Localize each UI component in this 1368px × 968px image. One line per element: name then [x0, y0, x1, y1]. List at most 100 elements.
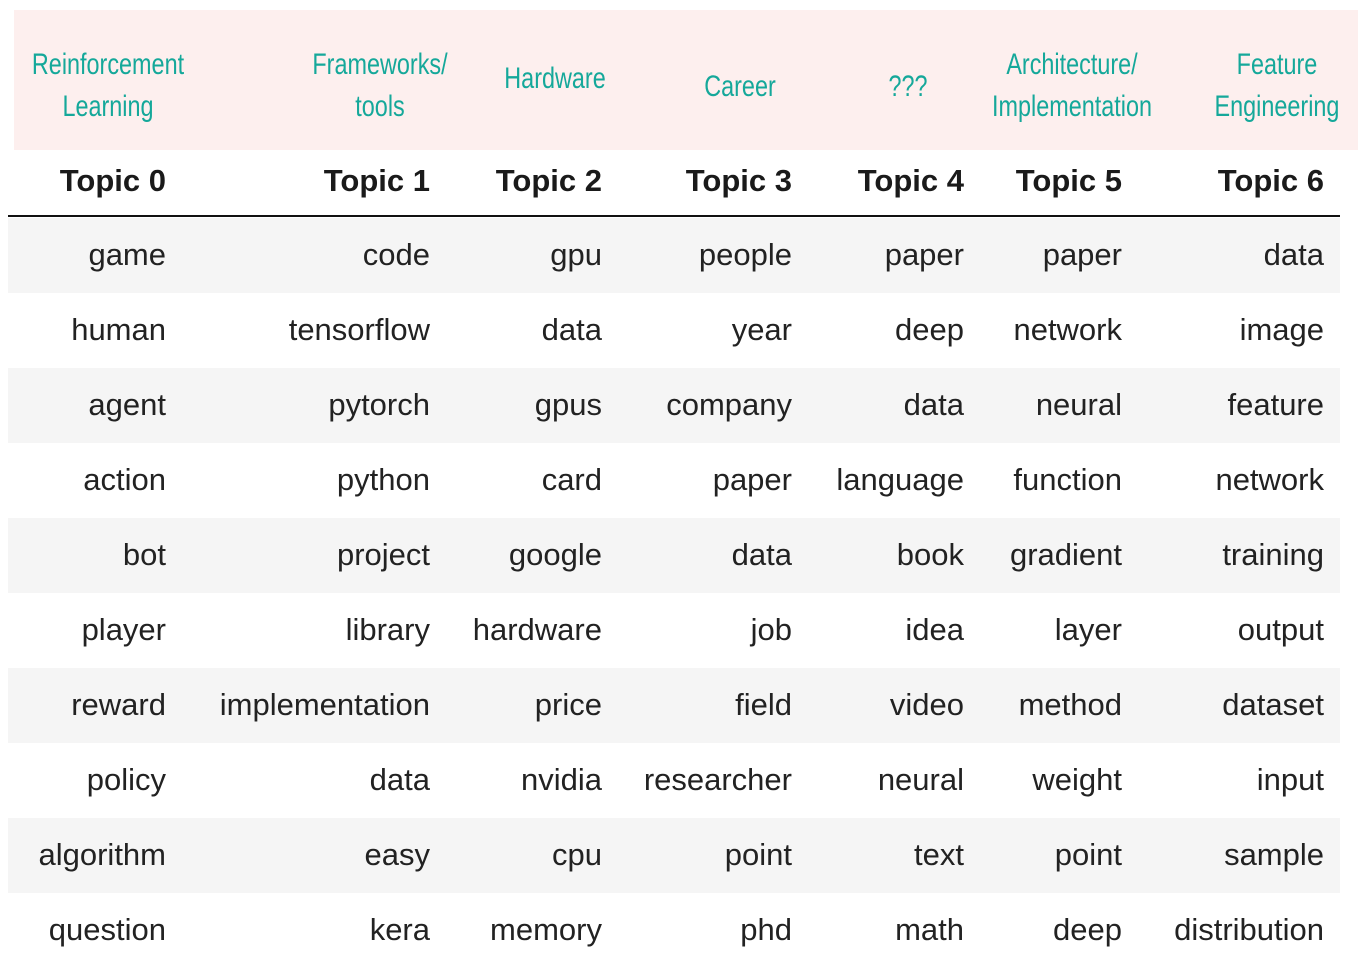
- table-cell: deep: [1053, 912, 1122, 947]
- topic-category-label-line: Frameworks/: [312, 48, 448, 81]
- column-header: Topic 5: [1015, 163, 1122, 198]
- table-cell: cpu: [552, 837, 602, 872]
- table-cell: input: [1256, 762, 1324, 797]
- table-cell: paper: [884, 237, 964, 272]
- table-cell: output: [1237, 612, 1324, 647]
- topic-category-label: Career: [623, 66, 857, 108]
- table-cell: weight: [1032, 762, 1122, 797]
- topic-category-label: Hardware: [438, 58, 672, 100]
- table-cell: data: [903, 387, 964, 422]
- column-header: Topic 1: [323, 163, 430, 198]
- table-cell: distribution: [1174, 912, 1324, 947]
- table-cell: paper: [1042, 237, 1122, 272]
- table-cell: nvidia: [521, 762, 602, 797]
- topic-category-label-line: Implementation: [992, 90, 1152, 123]
- column-header: Topic 0: [59, 163, 166, 198]
- table-cell: easy: [364, 837, 430, 872]
- table-cell: company: [666, 387, 792, 422]
- table-cell: gpus: [534, 387, 602, 422]
- table-row: algorithm easy cpu point text point sample: [8, 818, 1340, 893]
- table-cell: price: [534, 687, 602, 722]
- topic-category-label-line: Reinforcement: [31, 48, 185, 81]
- table-cell: tensorflow: [288, 312, 430, 347]
- column-header: Topic 6: [1217, 163, 1324, 198]
- table-cell: data: [369, 762, 430, 797]
- table-row: agent pytorch gpus company data neural feature: [8, 368, 1340, 443]
- table-cell: neural: [877, 762, 964, 797]
- table-cell: hardware: [472, 612, 602, 647]
- table-row: bot project google data book gradient training: [8, 518, 1340, 593]
- table-cell: action: [83, 462, 166, 497]
- table-cell: point: [724, 837, 792, 872]
- topic-category-label-line: ???: [888, 70, 928, 103]
- table-cell: people: [698, 237, 792, 272]
- table-cell: network: [1215, 462, 1324, 497]
- table-cell: book: [896, 537, 964, 572]
- topic-category-label-line: tools: [355, 90, 405, 123]
- topic-category-label: Reinforcement Learning: [0, 44, 225, 128]
- table-cell: sample: [1224, 837, 1324, 872]
- table-cell: player: [81, 612, 166, 647]
- table-cell: layer: [1054, 612, 1122, 647]
- table-cell: pytorch: [328, 387, 430, 422]
- topic-category-label-line: Feature: [1236, 48, 1318, 81]
- topic-category-label: Frameworks/tools: [263, 44, 497, 128]
- table-cell: image: [1239, 312, 1324, 347]
- topic-category-label-line: Engineering: [1214, 90, 1340, 123]
- column-header: Topic 2: [495, 163, 602, 198]
- table-cell: data: [541, 312, 602, 347]
- header-rule: [8, 215, 1340, 217]
- topic-category-label-line: Hardware: [504, 62, 606, 95]
- table-cell: memory: [490, 912, 602, 947]
- topic-label-banner: [14, 10, 1358, 150]
- table-row: reward implementation price field video metho…: [8, 668, 1340, 743]
- table-cell: feature: [1227, 387, 1324, 422]
- table-cell: year: [731, 312, 792, 347]
- table-row: player library hardware job idea layer output: [8, 593, 1340, 668]
- table-cell: python: [336, 462, 430, 497]
- table-cell: dataset: [1222, 687, 1324, 722]
- table-header-row: Topic 0 Topic 1 Topic 2 Topic 3 Topic 4 Topic…: [0, 150, 1368, 216]
- topic-category-label: ???: [791, 66, 1025, 108]
- topic-category-label-line: Architecture/: [1006, 48, 1138, 81]
- table-cell: data: [1263, 237, 1324, 272]
- table-cell: idea: [905, 612, 964, 647]
- table-cell: google: [508, 537, 602, 572]
- column-header: Topic 4: [857, 163, 964, 198]
- table-cell: job: [750, 612, 792, 647]
- table-cell: kera: [369, 912, 430, 947]
- table-cell: gradient: [1009, 537, 1122, 572]
- table-cell: library: [345, 612, 430, 647]
- table-cell: paper: [712, 462, 792, 497]
- table-cell: video: [889, 687, 964, 722]
- table-cell: policy: [86, 762, 166, 797]
- topic-category-label: Feature Engineering: [1160, 44, 1368, 128]
- table-cell: field: [735, 687, 792, 722]
- table-cell: gpu: [550, 237, 602, 272]
- table-cell: deep: [895, 312, 964, 347]
- table-cell: network: [1013, 312, 1122, 347]
- table-cell: agent: [88, 387, 166, 422]
- table-cell: implementation: [219, 687, 430, 722]
- table-row: policy data nvidia researcher neural weight in…: [8, 743, 1340, 818]
- table-cell: text: [914, 837, 964, 872]
- table-cell: math: [895, 912, 964, 947]
- table-cell: algorithm: [38, 837, 167, 872]
- table-cell: human: [71, 312, 166, 347]
- table-cell: project: [336, 537, 430, 572]
- table-row: human tensorflow data year deep network image: [8, 293, 1340, 368]
- topic-category-label-line: Learning: [62, 90, 154, 123]
- table-row: game code gpu people paper paper data: [8, 218, 1340, 293]
- table-cell: code: [362, 237, 430, 272]
- table-row: action python card paper language function net…: [8, 443, 1340, 518]
- table-cell: card: [541, 462, 602, 497]
- table-cell: point: [1054, 837, 1122, 872]
- table-cell: reward: [71, 687, 166, 722]
- table-cell: data: [731, 537, 792, 572]
- table-cell: phd: [740, 912, 792, 947]
- table-cell: bot: [122, 537, 166, 572]
- table-cell: game: [88, 237, 166, 272]
- topic-category-label-line: Career: [704, 70, 776, 103]
- table-cell: method: [1018, 687, 1122, 722]
- topic-category-label: Architecture/Implementation: [955, 44, 1189, 128]
